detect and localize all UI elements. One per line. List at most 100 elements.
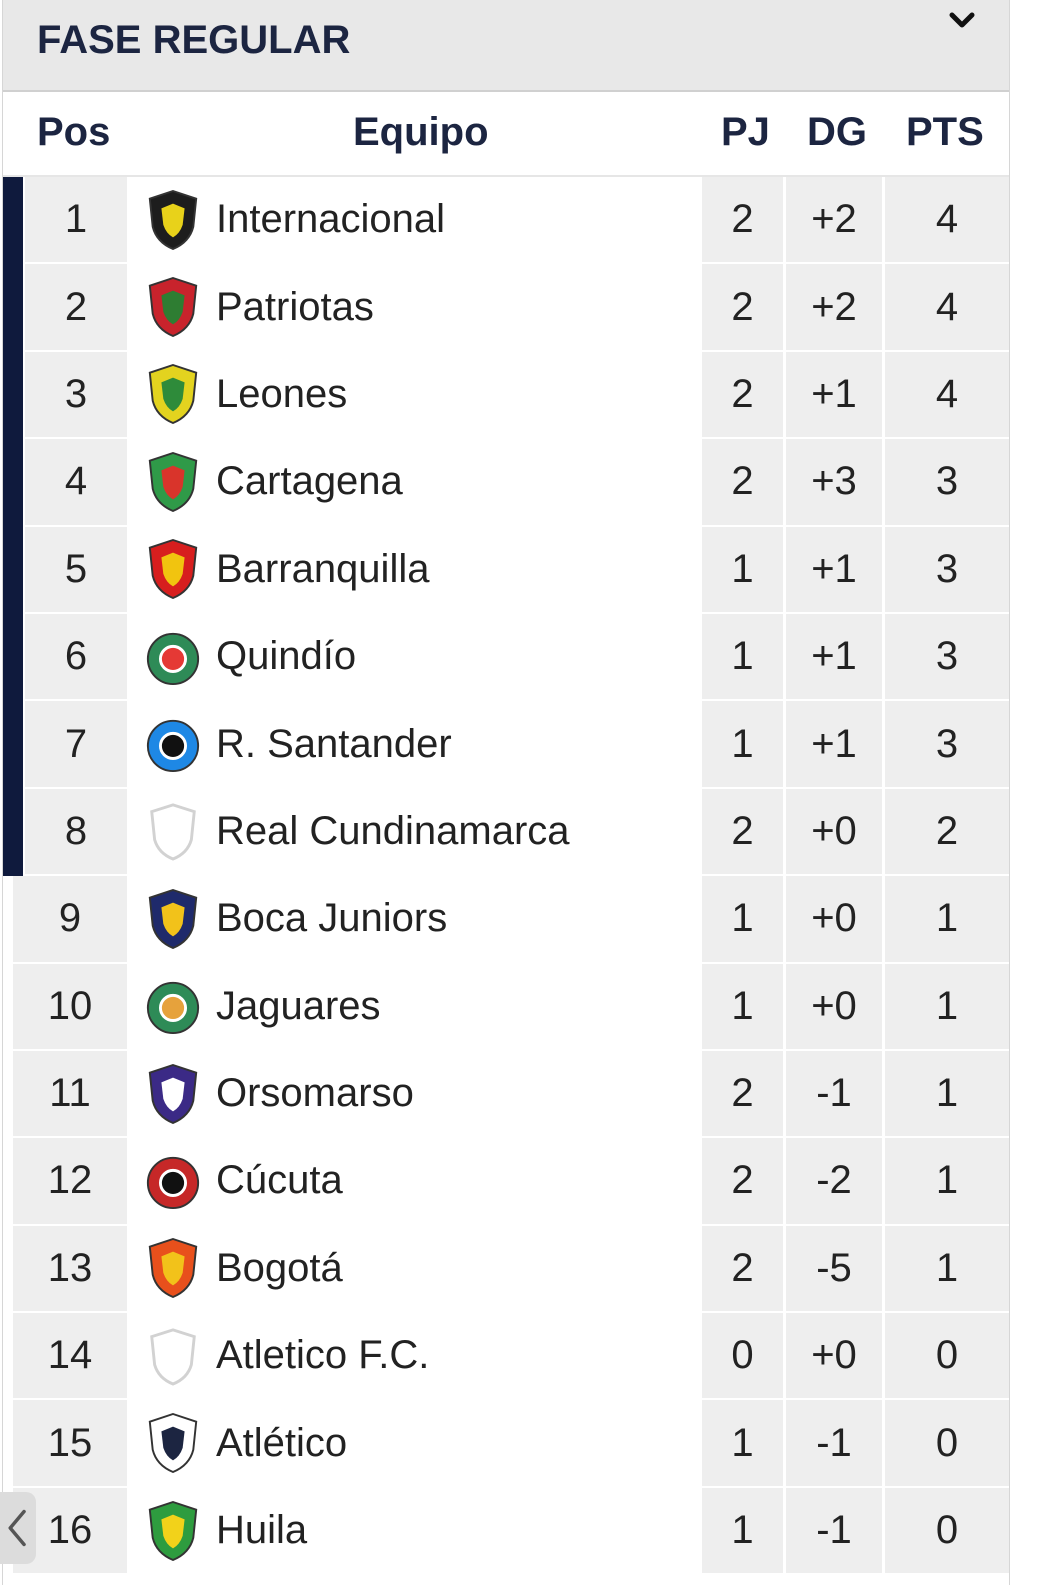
team-cell[interactable]: Internacional [130,177,700,263]
played-cell: 2 [702,439,783,525]
team-cell[interactable]: Leones [130,351,700,438]
standings-table-body: 1 Internacional 2 +2 4 2 Patriotas 2 +2 4 3 Leones 2… [3,177,1009,1575]
team-cell[interactable]: Huila [130,1487,700,1574]
boca-juniors-crest-icon [142,885,204,953]
position-cell: 14 [13,1313,127,1399]
position-cell: 6 [25,613,127,700]
column-header-pj: PJ [721,110,770,154]
table-row[interactable]: 1 Internacional 2 +2 4 [3,177,1009,265]
goal-difference-cell: +1 [786,701,882,787]
widget-header[interactable]: FASE REGULAR [3,0,1009,92]
table-row[interactable]: 10 Jaguares 1 +0 1 [3,963,1009,1051]
position-cell: 10 [13,963,127,1049]
goal-difference-cell: -2 [786,1138,882,1224]
qualification-zone-marker [3,613,23,702]
table-row[interactable]: 9 Boca Juniors 1 +0 1 [3,876,1009,963]
team-cell[interactable]: Cartagena [130,439,700,525]
goal-difference-cell: +0 [786,1313,882,1399]
points-cell: 3 [885,526,1009,612]
team-cell[interactable]: Cúcuta [130,1138,700,1224]
table-row[interactable]: 15 Atlético 1 -1 0 [3,1400,1009,1487]
column-header-dg: DG [807,110,867,154]
table-row[interactable]: 11 Orsomarso 2 -1 1 [3,1050,1009,1138]
team-cell[interactable]: Real Cundinamarca [130,788,700,875]
back-button[interactable] [0,1492,36,1564]
team-name: Bogotá [216,1245,343,1290]
qualification-zone-marker [3,177,23,265]
team-name: Jaguares [216,983,381,1028]
team-name: Cartagena [216,459,403,504]
chevron-down-icon[interactable] [945,4,979,38]
played-cell: 1 [702,876,783,962]
team-name: Leones [216,371,348,416]
points-cell: 3 [885,613,1009,700]
position-cell: 12 [13,1138,127,1224]
team-cell[interactable]: Atlético [130,1400,700,1486]
team-cell[interactable]: Barranquilla [130,526,700,612]
quindio-crest-icon [142,623,204,691]
played-cell: 1 [702,963,783,1049]
points-cell: 1 [885,963,1009,1049]
points-cell: 3 [885,439,1009,525]
standings-widget: FASE REGULAR Pos Equipo PJ DG PTS 1 Inter… [2,0,1010,1585]
column-header-team: Equipo [353,110,489,154]
goal-difference-cell: +0 [786,876,882,962]
table-row[interactable]: 5 Barranquilla 1 +1 3 [3,526,1009,614]
team-cell[interactable]: Quindío [130,613,700,700]
internacional-crest-icon [142,186,204,254]
chevron-left-icon [8,1509,26,1547]
table-row[interactable]: 2 Patriotas 2 +2 4 [3,264,1009,352]
team-cell[interactable]: Jaguares [130,963,700,1049]
barranquilla-crest-icon [142,535,204,603]
jaguares-crest-icon [142,972,204,1040]
table-row[interactable]: 4 Cartagena 2 +3 3 [3,439,1009,527]
played-cell: 2 [702,1050,783,1137]
points-cell: 1 [885,876,1009,962]
table-row[interactable]: 8 Real Cundinamarca 2 +0 2 [3,788,1009,877]
team-cell[interactable]: Boca Juniors [130,876,700,962]
qualification-zone-marker [3,701,23,789]
position-cell: 11 [13,1050,127,1137]
patriotas-crest-icon [142,273,204,341]
points-cell: 1 [885,1138,1009,1224]
played-cell: 1 [702,1400,783,1486]
team-name: Barranquilla [216,546,430,591]
table-row[interactable]: 6 Quindío 1 +1 3 [3,613,1009,702]
table-row[interactable]: 16 Huila 1 -1 0 [3,1487,1009,1575]
team-name: Quindío [216,634,357,679]
table-row[interactable]: 7 R. Santander 1 +1 3 [3,701,1009,789]
qualification-zone-marker [3,788,23,877]
position-cell: 2 [25,264,127,350]
team-cell[interactable]: Orsomarso [130,1050,700,1137]
widget-title: FASE REGULAR [37,18,351,62]
position-cell: 15 [13,1400,127,1486]
points-cell: 4 [885,351,1009,438]
goal-difference-cell: +0 [786,788,882,875]
leones-crest-icon [142,360,204,428]
position-cell: 4 [25,439,127,525]
qualification-zone-marker [3,439,23,527]
team-cell[interactable]: Atletico F.C. [130,1313,700,1399]
huila-crest-icon [142,1497,204,1565]
team-cell[interactable]: Patriotas [130,264,700,350]
goal-difference-cell: +1 [786,526,882,612]
team-name: R. Santander [216,721,452,766]
team-cell[interactable]: Bogotá [130,1225,700,1312]
table-row[interactable]: 13 Bogotá 2 -5 1 [3,1225,1009,1313]
played-cell: 2 [702,351,783,438]
goal-difference-cell: +3 [786,439,882,525]
played-cell: 1 [702,1487,783,1574]
table-row[interactable]: 3 Leones 2 +1 4 [3,351,1009,440]
goal-difference-cell: -1 [786,1400,882,1486]
played-cell: 1 [702,613,783,700]
cucuta-crest-icon [142,1147,204,1215]
points-cell: 0 [885,1313,1009,1399]
team-name: Cúcuta [216,1158,343,1203]
bogota-crest-icon [142,1234,204,1302]
table-row[interactable]: 14 Atletico F.C. 0 +0 0 [3,1313,1009,1400]
team-name: Patriotas [216,284,374,329]
team-cell[interactable]: R. Santander [130,701,700,787]
played-cell: 2 [702,177,783,263]
goal-difference-cell: +2 [786,264,882,350]
table-row[interactable]: 12 Cúcuta 2 -2 1 [3,1138,1009,1225]
